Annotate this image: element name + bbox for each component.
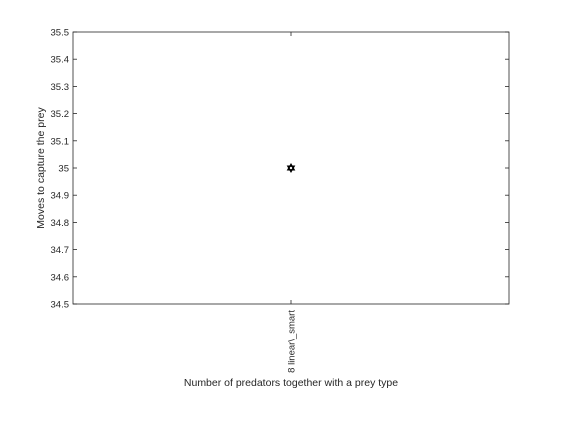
y-axis-ticks: 34.5 34.6 34.7 34.8 34.9 35 35.1 35.2 35.3 35.4 35… (51, 28, 509, 311)
y-tick-label: 35.4 (51, 55, 70, 66)
x-axis-ticks: 8 linear\_smart (287, 32, 298, 373)
x-tick-label: 8 linear\_smart (287, 310, 298, 373)
y-tick-label: 35.1 (51, 136, 70, 147)
y-tick-label: 35.3 (51, 82, 70, 93)
y-tick-label: 34.8 (51, 218, 70, 229)
data-point (286, 163, 296, 173)
y-tick-label: 34.7 (51, 245, 70, 256)
x-axis-label: Number of predators together with a prey… (184, 377, 398, 389)
y-tick-label: 34.5 (51, 300, 70, 311)
y-tick-label: 35.5 (51, 28, 70, 39)
y-tick-label: 35.2 (51, 109, 70, 120)
plot-area (72, 31, 510, 305)
y-tick-label: 34.9 (51, 191, 70, 202)
y-tick-label: 35 (58, 164, 69, 175)
data-points (286, 163, 296, 173)
y-tick-label: 34.6 (51, 272, 70, 283)
y-axis-label: Moves to capture the prey (35, 107, 47, 229)
